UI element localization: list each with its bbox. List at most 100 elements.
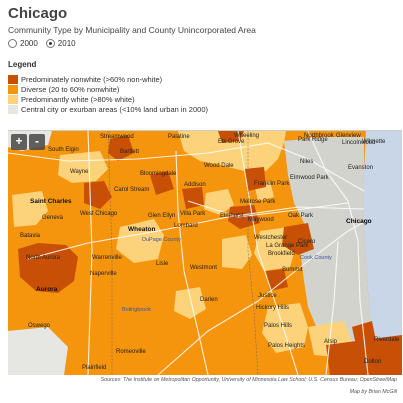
place-label: South Elgin bbox=[48, 147, 79, 153]
map[interactable]: Streamwood Palatine Wheeling Northbrook … bbox=[8, 130, 402, 375]
place-label: Glen Ellyn bbox=[148, 213, 175, 219]
chicago-area bbox=[284, 137, 372, 353]
nonwhite-zone-carolstream bbox=[150, 171, 174, 195]
place-label: Carol Stream bbox=[114, 187, 149, 193]
legend-swatch-white bbox=[8, 94, 18, 104]
place-label: Brookfield bbox=[268, 251, 295, 257]
place-label: Wheeling bbox=[234, 133, 259, 139]
zoom-out-button[interactable]: - bbox=[29, 134, 45, 150]
white-zone-hinsdale bbox=[222, 235, 252, 269]
legend-swatch-diverse bbox=[8, 84, 18, 94]
place-label: Cicero bbox=[298, 239, 316, 245]
year-2000-label: 2000 bbox=[20, 39, 38, 48]
legend-item-central: Central city or exurban areas (<10% land… bbox=[8, 104, 208, 114]
place-label: Dolton bbox=[364, 359, 381, 365]
nonwhite-zone-carpentersville bbox=[218, 131, 244, 143]
place-label: Maywood bbox=[248, 217, 274, 223]
zoom-in-button[interactable]: + bbox=[11, 134, 27, 150]
nonwhite-zone-westchicago bbox=[84, 181, 112, 209]
dupage-cook-line bbox=[247, 131, 259, 375]
year-option-2010[interactable]: 2010 bbox=[45, 39, 76, 48]
legend-label-nonwhite: Predominately nonwhite (>60% non-white) bbox=[21, 74, 163, 84]
place-label: Addison bbox=[184, 182, 206, 188]
place-label: North Aurora bbox=[26, 255, 61, 261]
legend-label-white: Predominantly white (>80% white) bbox=[21, 94, 135, 104]
place-label: DuPage County bbox=[142, 237, 181, 243]
place-label: Evanston bbox=[348, 165, 373, 171]
legend-label-diverse: Diverse (20 to 60% nonwhite) bbox=[21, 84, 120, 94]
place-label: Park Ridge bbox=[298, 137, 328, 143]
place-label: Wilmette bbox=[362, 139, 386, 145]
nonwhite-zone-cicero bbox=[282, 223, 314, 255]
place-label: Geneva bbox=[42, 215, 64, 221]
place-label: Streamwood bbox=[100, 134, 134, 140]
road-i290 bbox=[187, 200, 349, 218]
place-label: Bolingbrook bbox=[122, 307, 151, 313]
nonwhite-zone-elgin bbox=[108, 135, 134, 161]
legend-item-white: Predominantly white (>80% white) bbox=[8, 94, 208, 104]
place-label: Palatine bbox=[168, 134, 190, 140]
place-label: Oak Park bbox=[288, 213, 314, 219]
page-title: Chicago bbox=[8, 5, 68, 22]
nonwhite-zone-south bbox=[326, 335, 402, 375]
place-label: Alsip bbox=[324, 339, 338, 345]
place-label: Elk Grove bbox=[218, 139, 245, 145]
lake-michigan bbox=[363, 131, 402, 375]
radio-2010[interactable] bbox=[45, 39, 55, 48]
nonwhite-zone-aurora bbox=[18, 243, 78, 293]
place-label: Northbrook bbox=[304, 133, 335, 139]
place-label: Batavia bbox=[20, 233, 41, 239]
place-label: Elmwood Park bbox=[290, 175, 330, 181]
page-subtitle: Community Type by Municipality and Count… bbox=[8, 25, 256, 35]
place-label: Westchester bbox=[254, 235, 287, 241]
road-i94 bbox=[307, 131, 369, 375]
legend-title: Legend bbox=[8, 60, 37, 69]
place-label: Plainfield bbox=[82, 365, 106, 371]
map-svg[interactable]: Streamwood Palatine Wheeling Northbrook … bbox=[8, 131, 402, 375]
legend: Predominately nonwhite (>60% non-white) … bbox=[8, 74, 208, 114]
legend-swatch-nonwhite bbox=[8, 74, 18, 84]
place-label: Saint Charles bbox=[30, 198, 72, 205]
place-label: Bartlett bbox=[120, 149, 139, 155]
place-label: La Grange Park bbox=[266, 243, 309, 249]
place-label: Oswego bbox=[28, 323, 51, 329]
county-lines bbox=[107, 131, 259, 375]
white-zone-north bbox=[178, 131, 286, 171]
place-label: Justice bbox=[258, 293, 277, 299]
year-2010-label: 2010 bbox=[57, 39, 76, 48]
place-label: Wheaton bbox=[128, 226, 155, 233]
place-label: Wood Dale bbox=[204, 163, 234, 169]
radio-2000[interactable] bbox=[8, 39, 17, 48]
nonwhite-zone-maywood bbox=[228, 205, 260, 229]
place-label: Melrose Park bbox=[240, 199, 276, 205]
place-label: Bloomingdale bbox=[140, 171, 177, 177]
year-option-2000[interactable]: 2000 bbox=[8, 39, 38, 48]
place-label: Naperville bbox=[90, 271, 117, 277]
place-label: Villa Park bbox=[180, 211, 206, 217]
place-label: Palos Heights bbox=[268, 343, 305, 349]
credit-text: Map by Brian McGill bbox=[349, 389, 397, 395]
place-label: Cook County bbox=[300, 255, 332, 261]
place-label: Lincolnwood bbox=[342, 140, 375, 146]
white-zone-darien bbox=[174, 287, 206, 319]
road-rt59 bbox=[87, 131, 93, 375]
year-selector: 2000 2010 bbox=[8, 39, 76, 48]
place-label: Riverdale bbox=[374, 337, 400, 343]
white-zone-palos bbox=[262, 303, 308, 353]
place-label: Romeoville bbox=[116, 349, 146, 355]
road-i90 bbox=[8, 142, 365, 192]
road-i355 bbox=[175, 150, 209, 375]
place-labels: Streamwood Palatine Wheeling Northbrook … bbox=[20, 133, 400, 371]
nonwhite-zone-melrose bbox=[244, 167, 266, 191]
place-label: Aurora bbox=[36, 286, 58, 293]
place-label: Hickory Hills bbox=[256, 305, 289, 311]
road-i88 bbox=[27, 206, 365, 260]
exurban-southwest bbox=[8, 327, 68, 375]
place-label: Franklin Park bbox=[254, 181, 290, 187]
place-label: Darien bbox=[200, 297, 218, 303]
place-label: Summit bbox=[282, 267, 303, 273]
road-i57 bbox=[325, 240, 339, 375]
place-label: Warrenville bbox=[92, 255, 122, 261]
road-i294 bbox=[237, 131, 299, 375]
place-label: West Chicago bbox=[80, 211, 118, 217]
